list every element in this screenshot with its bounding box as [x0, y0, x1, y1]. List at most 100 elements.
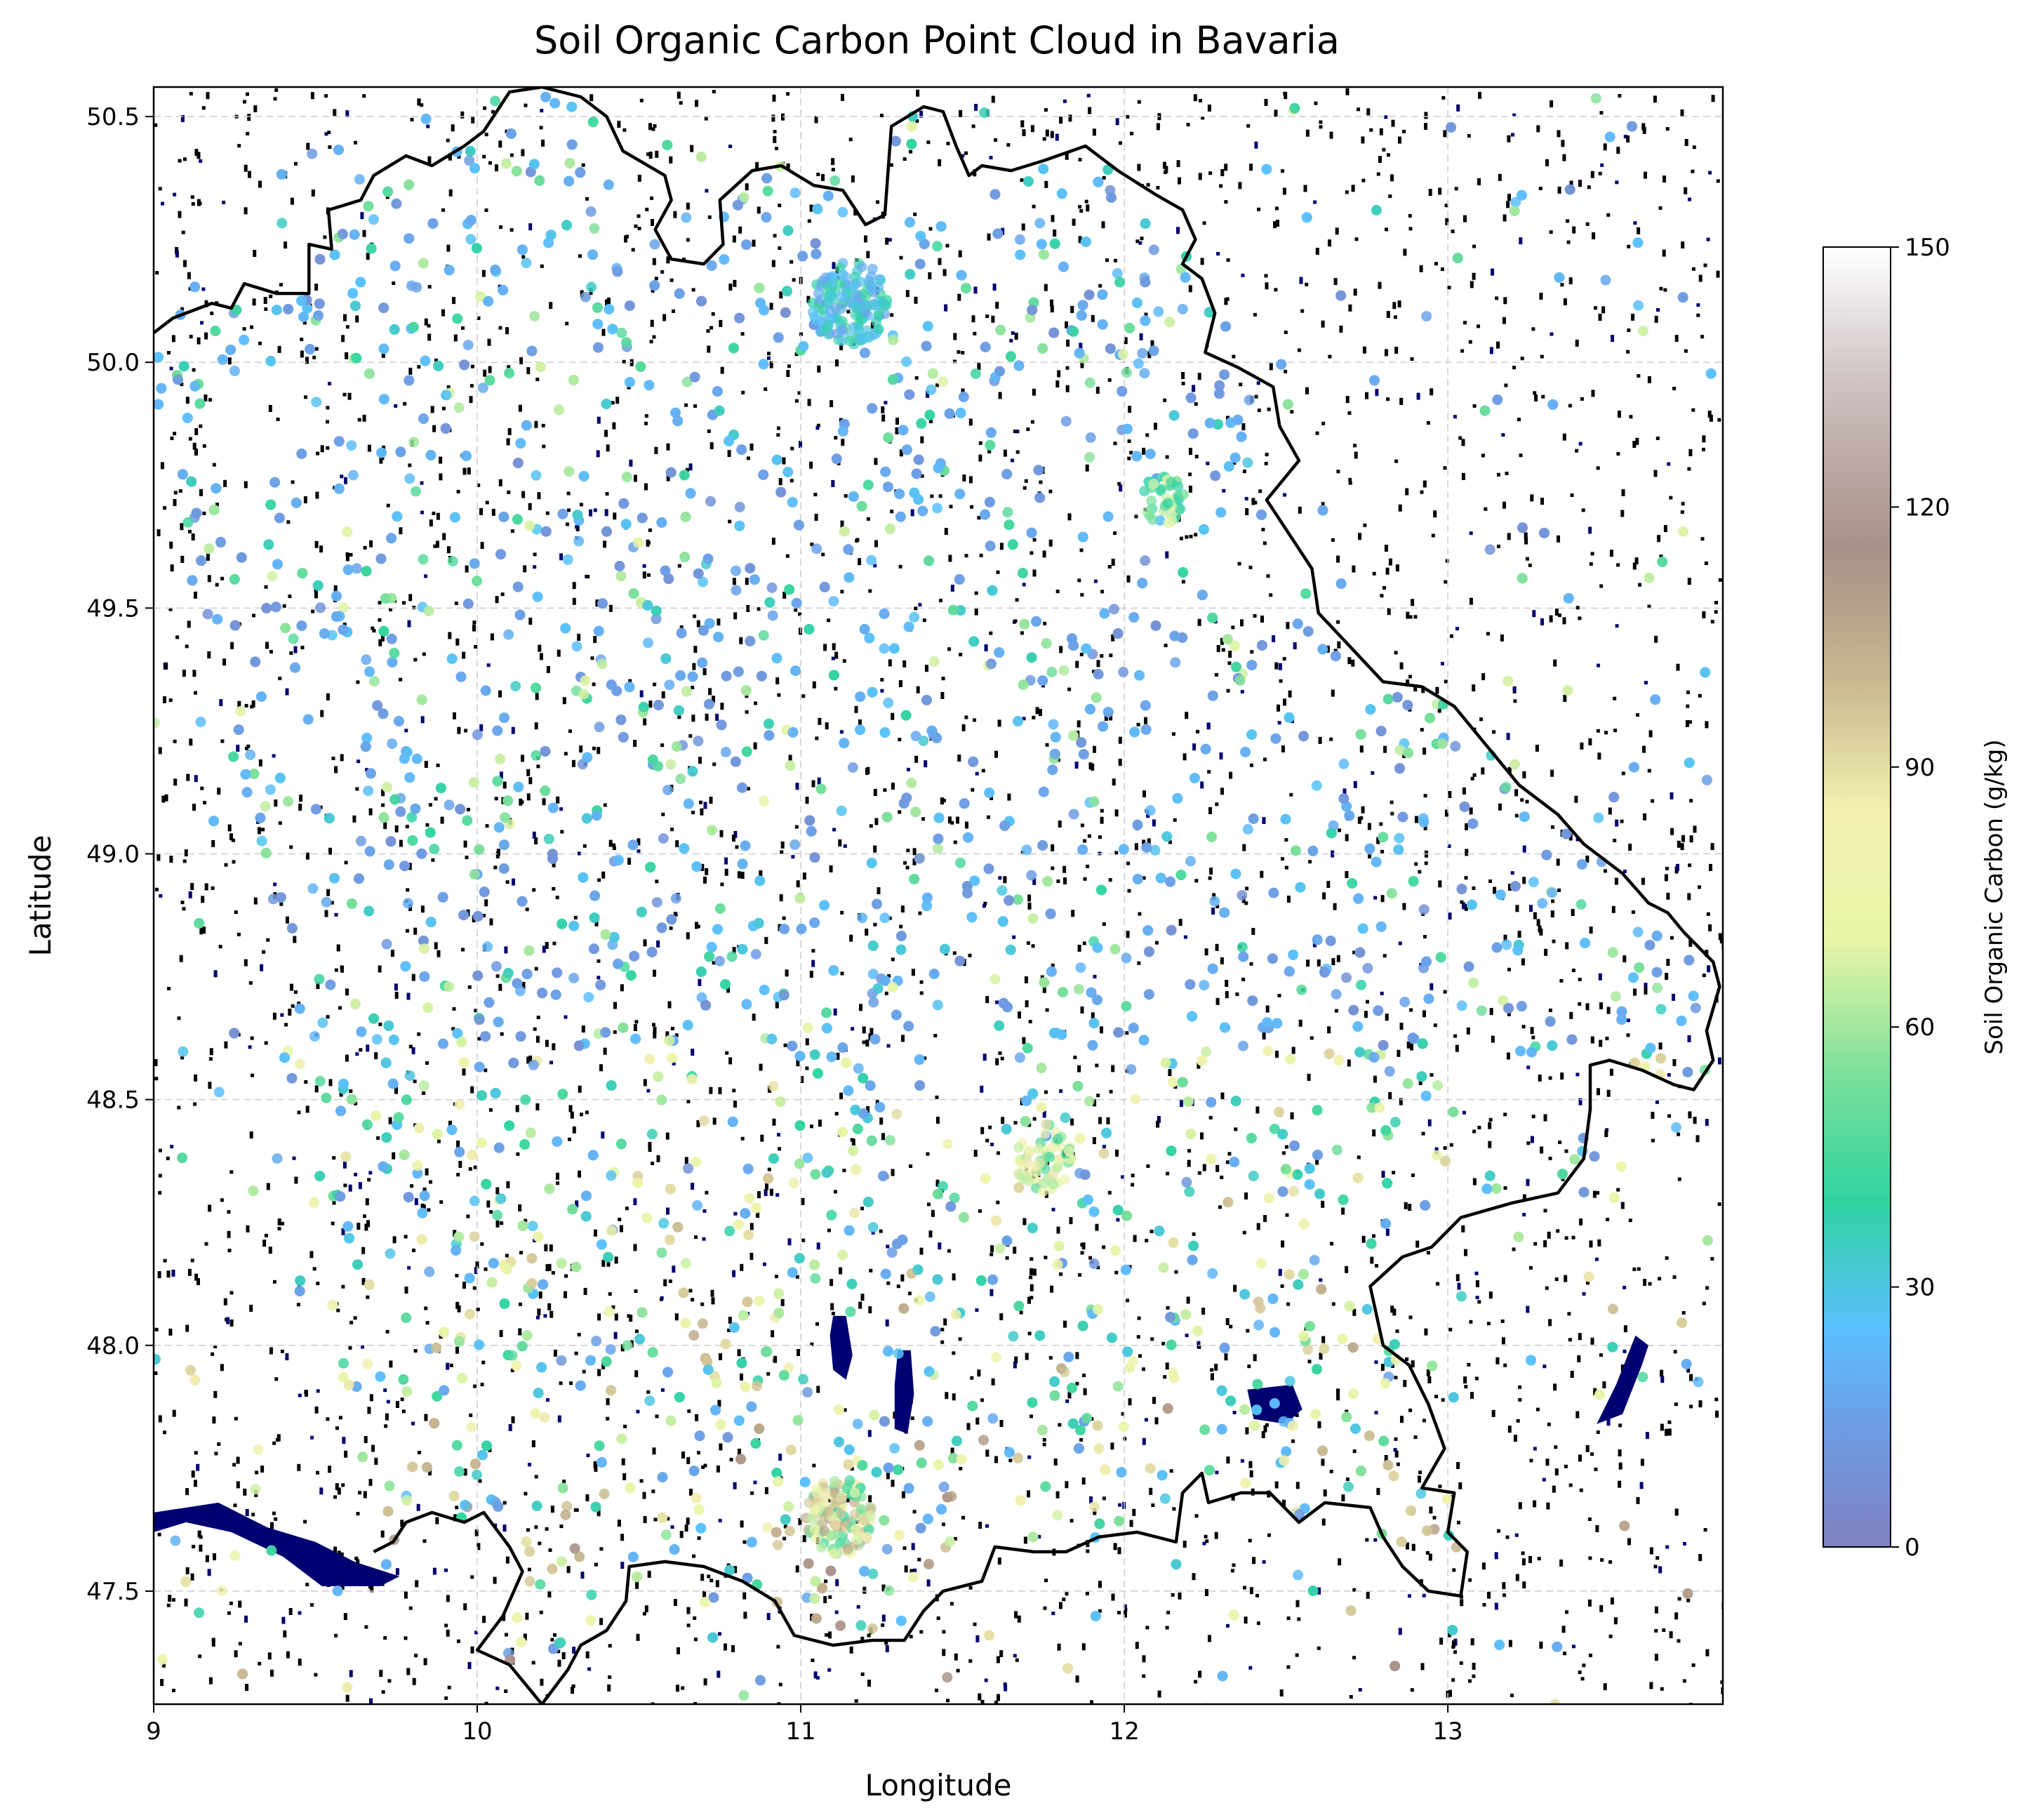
- noise-pixel: [482, 154, 486, 159]
- noise-pixel: [188, 529, 192, 533]
- noise-pixel: [1142, 1367, 1145, 1371]
- noise-pixel: [646, 1390, 651, 1394]
- noise-pixel: [971, 315, 975, 323]
- noise-pixel: [238, 1600, 242, 1608]
- noise-pixel: [912, 848, 917, 856]
- noise-pixel: [862, 1040, 866, 1044]
- noise-pixel: [288, 1608, 293, 1615]
- noise-pixel: [1441, 267, 1444, 272]
- noise-pixel: [620, 1562, 625, 1569]
- noise-pixel: [173, 778, 178, 786]
- noise-pixel: [1704, 562, 1708, 565]
- noise-pixel: [194, 449, 198, 456]
- noise-pixel: [541, 423, 545, 427]
- noise-pixel: [388, 1117, 392, 1124]
- noise-pixel: [274, 1377, 279, 1381]
- noise-pixel: [178, 211, 182, 218]
- noise-pixel: [741, 390, 745, 394]
- noise-pixel: [1086, 93, 1091, 98]
- noise-pixel: [371, 1444, 375, 1452]
- noise-pixel: [1210, 1368, 1214, 1372]
- noise-pixel: [326, 420, 329, 424]
- noise-pixel: [1386, 311, 1390, 318]
- noise-pixel: [693, 404, 698, 408]
- noise-pixel: [1653, 470, 1658, 477]
- noise-pixel: [992, 284, 997, 291]
- noise-pixel: [1689, 799, 1693, 803]
- noise-pixel: [1232, 354, 1236, 359]
- noise-pixel: [244, 481, 248, 489]
- noise-pixel: [538, 1291, 542, 1298]
- noise-pixel: [288, 595, 292, 599]
- noise-pixel: [1520, 798, 1524, 802]
- noise-pixel: [1027, 894, 1032, 902]
- noise-pixel: [1126, 1298, 1130, 1303]
- noise-pixel: [668, 1279, 672, 1283]
- noise-pixel: [158, 1190, 162, 1195]
- noise-pixel: [345, 110, 349, 118]
- noise-pixel: [255, 1470, 259, 1475]
- noise-pixel: [1077, 945, 1081, 952]
- noise-pixel: [1408, 675, 1412, 679]
- noise-pixel: [928, 227, 933, 231]
- noise-pixel: [1472, 1178, 1477, 1185]
- noise-pixel: [1080, 823, 1084, 828]
- noise-pixel: [1194, 533, 1198, 537]
- noise-pixel: [1336, 555, 1340, 563]
- noise-pixel: [356, 680, 360, 684]
- noise-pixel: [922, 618, 926, 623]
- noise-pixel: [279, 902, 284, 906]
- noise-pixel: [198, 201, 202, 206]
- noise-pixel: [163, 506, 167, 510]
- noise-pixel: [959, 1466, 963, 1470]
- noise-pixel: [1058, 821, 1062, 828]
- noise-pixel: [1457, 1520, 1460, 1525]
- noise-pixel: [698, 978, 702, 986]
- noise-pixel: [1078, 205, 1082, 209]
- noise-pixel: [578, 1085, 582, 1093]
- noise-pixel: [416, 1503, 420, 1511]
- noise-pixel: [1142, 1674, 1146, 1678]
- noise-pixel: [879, 1229, 883, 1233]
- noise-pixel: [1284, 1145, 1288, 1149]
- noise-pixel: [1665, 1545, 1670, 1549]
- noise-pixel: [277, 1227, 281, 1231]
- noise-pixel: [1015, 430, 1020, 434]
- noise-pixel: [425, 823, 429, 827]
- noise-pixel: [849, 934, 853, 942]
- noise-pixel: [495, 974, 500, 978]
- noise-pixel: [343, 1613, 347, 1621]
- noise-pixel: [903, 861, 907, 865]
- noise-pixel: [1229, 771, 1233, 779]
- noise-pixel: [1708, 924, 1712, 931]
- noise-pixel: [1101, 221, 1105, 229]
- noise-pixel: [1006, 142, 1011, 147]
- noise-pixel: [332, 1156, 336, 1160]
- noise-pixel: [633, 1198, 637, 1206]
- noise-pixel: [1449, 1143, 1453, 1147]
- noise-pixel: [277, 1218, 281, 1225]
- noise-pixel: [160, 462, 164, 470]
- noise-pixel: [465, 856, 469, 860]
- noise-pixel: [1588, 1556, 1592, 1560]
- noise-pixel: [1394, 347, 1399, 354]
- noise-pixel: [357, 1223, 361, 1230]
- noise-pixel: [1201, 1308, 1206, 1315]
- noise-pixel: [1464, 876, 1468, 880]
- noise-pixel: [341, 335, 345, 343]
- noise-pixel: [1687, 578, 1691, 585]
- noise-pixel: [660, 1296, 664, 1300]
- noise-pixel: [383, 1388, 387, 1393]
- noise-pixel: [891, 712, 895, 720]
- noise-pixel: [639, 1479, 644, 1483]
- noise-pixel: [446, 1362, 450, 1370]
- noise-pixel: [1581, 508, 1585, 512]
- noise-pixel: [1443, 130, 1447, 138]
- noise-pixel: [646, 540, 651, 545]
- noise-pixel: [1154, 423, 1157, 430]
- noise-pixel: [1637, 227, 1641, 234]
- noise-pixel: [1290, 1112, 1294, 1120]
- noise-pixel: [400, 1520, 404, 1527]
- noise-pixel: [544, 1244, 548, 1251]
- noise-pixel: [1514, 789, 1519, 797]
